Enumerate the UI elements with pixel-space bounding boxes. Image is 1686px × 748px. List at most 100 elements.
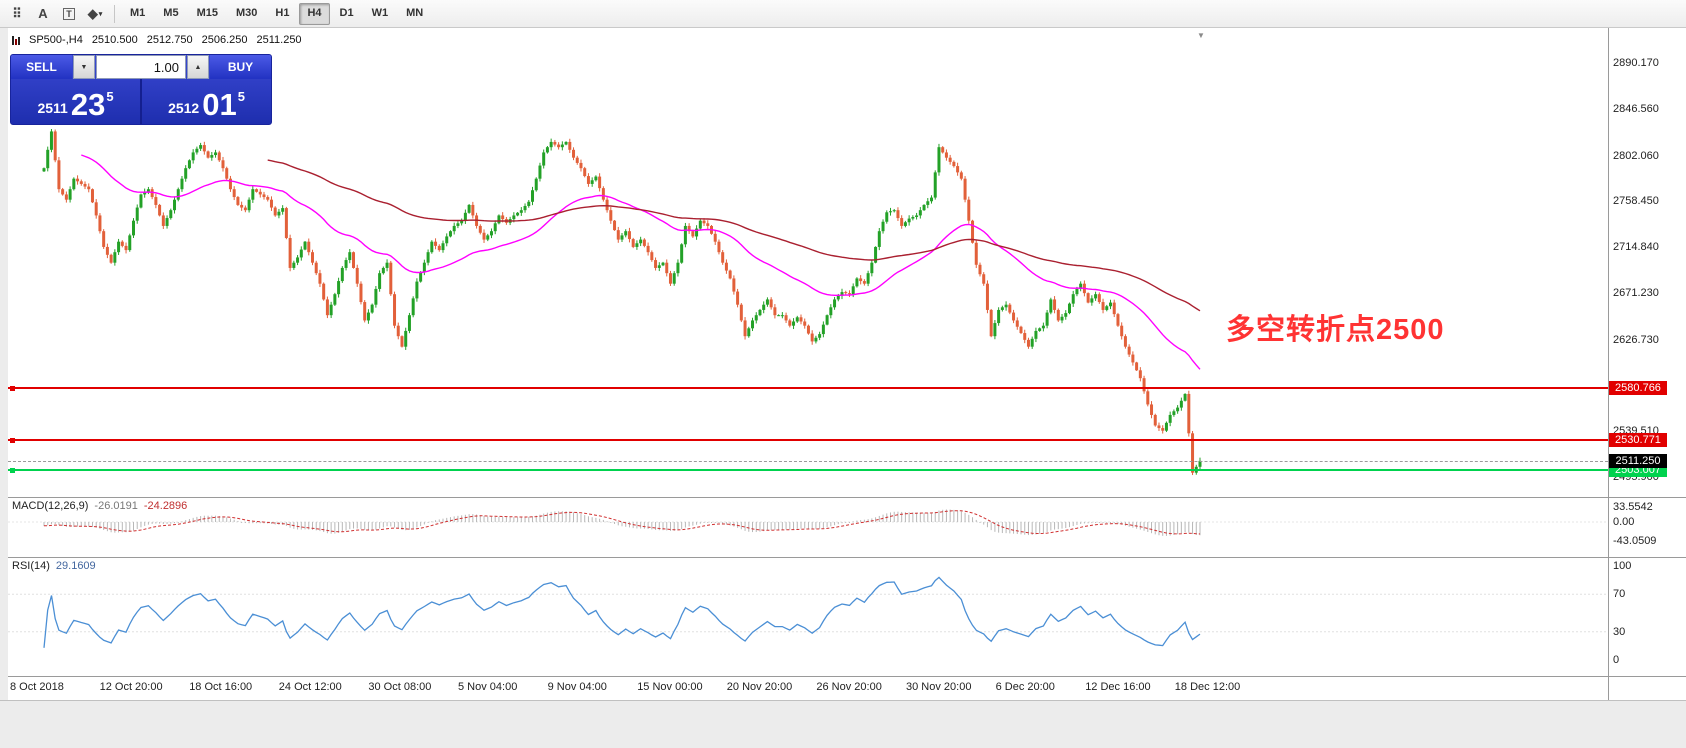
timeframe-group: M1 M5 M15 M30 H1 H4 D1 W1 MN xyxy=(121,2,432,25)
pane-separator-rsi[interactable] xyxy=(8,557,1686,558)
rsi-name: RSI(14) xyxy=(12,560,50,572)
buy-button[interactable]: BUY xyxy=(210,55,271,79)
price-badge-2580.766: 2580.766 xyxy=(1609,380,1667,395)
ohlc-low: 2506.250 xyxy=(201,34,248,46)
timeframe-button-m30[interactable]: M30 xyxy=(235,6,258,19)
timeframe-button-h4[interactable]: H4 xyxy=(299,2,330,25)
timeframe-button-m15[interactable]: M15 xyxy=(196,6,218,19)
y-axis-tick: 2758.450 xyxy=(1613,195,1659,208)
rsi-scale-tick: 30 xyxy=(1613,625,1626,638)
trade-panel-prices: 2511 23 5 2512 01 5 xyxy=(11,79,271,124)
rsi-scale-tick: 100 xyxy=(1613,560,1632,572)
x-axis-tick[interactable]: 5 Nov 04:00 xyxy=(458,681,518,693)
x-axis-tick[interactable]: 15 Nov 00:00 xyxy=(637,681,703,693)
y-axis-tick: 2626.730 xyxy=(1613,333,1659,346)
level-handle-icon[interactable] xyxy=(10,438,15,444)
rsi-scale-tick: 70 xyxy=(1613,588,1626,601)
timeframe-button-h1[interactable]: H1 xyxy=(275,6,290,19)
macd-signal-value: -24.2896 xyxy=(143,500,188,512)
volume-increase-button[interactable]: ▲ xyxy=(187,55,209,79)
price-badge-2530.771: 2530.771 xyxy=(1609,433,1667,448)
ask-big-digits: 01 xyxy=(202,87,237,123)
y-axis-tick: 2846.560 xyxy=(1613,102,1659,115)
ask-pip-digit: 5 xyxy=(237,89,245,104)
price-divider xyxy=(140,79,142,124)
timeframe-button-w1[interactable]: W1 xyxy=(371,6,389,19)
pane-separator-macd[interactable] xyxy=(8,497,1686,498)
rsi-label: RSI(14) 29.1609 xyxy=(12,560,96,572)
bid-prefix: 2511 xyxy=(37,100,68,116)
price-level-line-2503.007[interactable] xyxy=(8,468,1608,471)
pattern-tool-glyph: ⠿ xyxy=(12,5,22,21)
x-axis-tick[interactable]: 18 Dec 12:00 xyxy=(1174,681,1241,693)
chart-canvas[interactable] xyxy=(8,28,1686,700)
ohlc-high: 2512.750 xyxy=(146,34,193,46)
price-level-line-2530.771[interactable] xyxy=(8,439,1608,442)
ask-price[interactable]: 2512 01 5 xyxy=(142,79,271,124)
ohlc-close: 2511.250 xyxy=(256,34,302,46)
x-axis-tick[interactable]: 12 Oct 20:00 xyxy=(99,681,163,693)
pattern-tool-icon[interactable]: ⠿ xyxy=(4,2,30,26)
price-level-line-2580.766[interactable] xyxy=(8,386,1608,389)
timeframe-button-m5[interactable]: M5 xyxy=(163,6,179,19)
chart-annotation-text: 多空转折点2500 xyxy=(1226,314,1445,346)
macd-name: MACD(12,26,9) xyxy=(12,500,89,512)
x-axis-tick[interactable]: 18 Oct 16:00 xyxy=(189,681,253,693)
chart-type-icon xyxy=(12,35,20,45)
toolbar: ⠿ A T ◆ ▾ M1 M5 M15 M30 H1 H4 D1 W1 MN xyxy=(0,0,1686,28)
text-box-tool-glyph: T xyxy=(63,7,75,20)
x-axis-tick[interactable]: 12 Dec 16:00 xyxy=(1085,681,1151,693)
macd-label: MACD(12,26,9) -26.0191 -24.2896 xyxy=(12,500,187,512)
macd-scale-tick: -43.0509 xyxy=(1613,535,1657,548)
x-axis-tick[interactable]: 9 Nov 04:00 xyxy=(547,681,607,693)
toolbar-separator xyxy=(114,4,115,23)
symbol-timeframe: SP500-,H4 xyxy=(29,34,83,46)
window-bottom-area xyxy=(0,700,1686,748)
x-axis-tick[interactable]: 20 Nov 20:00 xyxy=(726,681,793,693)
macd-scale-tick: 0.00 xyxy=(1613,516,1635,528)
rsi-scale-tick: 0 xyxy=(1613,654,1620,666)
bid-price[interactable]: 2511 23 5 xyxy=(11,79,140,124)
window-left-margin xyxy=(0,28,8,700)
pane-separator-axis xyxy=(8,676,1686,677)
x-axis-tick[interactable]: 30 Oct 08:00 xyxy=(368,681,432,693)
volume-input[interactable] xyxy=(96,55,186,79)
sell-button[interactable]: SELL xyxy=(11,55,72,79)
x-axis-tick[interactable]: 24 Oct 12:00 xyxy=(278,681,342,693)
text-label-tool-glyph: A xyxy=(38,6,48,21)
x-axis-tick[interactable]: 6 Dec 20:00 xyxy=(995,681,1055,693)
level-handle-icon[interactable] xyxy=(10,385,15,391)
timeframe-button-mn[interactable]: MN xyxy=(406,6,424,19)
ask-prefix: 2512 xyxy=(168,100,200,116)
text-label-tool-icon[interactable]: A xyxy=(30,2,56,26)
trade-panel-controls: SELL ▼ ▲ BUY xyxy=(11,55,271,79)
macd-main-value: -26.0191 xyxy=(94,500,138,512)
volume-decrease-button[interactable]: ▼ xyxy=(73,55,95,79)
timeframe-button-d1[interactable]: D1 xyxy=(339,6,354,19)
chart-shift-marker-icon[interactable]: ▼ xyxy=(1197,31,1205,40)
level-handle-icon[interactable] xyxy=(10,467,15,473)
drawing-tools-group: ⠿ A T ◆ ▾ xyxy=(4,2,108,26)
timeframe-button-m1[interactable]: M1 xyxy=(130,6,146,19)
y-axis-tick: 2671.230 xyxy=(1613,286,1659,299)
y-axis-tick: 2714.840 xyxy=(1613,241,1659,254)
chart-header: SP500-,H4 2510.500 2512.750 2506.250 251… xyxy=(12,34,302,46)
ohlc-open: 2510.500 xyxy=(91,34,138,46)
y-axis-tick: 2890.170 xyxy=(1613,57,1659,69)
x-axis-tick[interactable]: 30 Nov 20:00 xyxy=(906,681,972,693)
current-price-line xyxy=(8,460,1608,462)
current-price-badge: 2511.250 xyxy=(1609,453,1667,468)
x-axis-tick[interactable]: 26 Nov 20:00 xyxy=(816,681,882,693)
objects-tool-glyph: ◆ xyxy=(87,5,98,21)
x-axis-tick[interactable]: 8 Oct 2018 xyxy=(10,681,64,693)
text-box-tool-icon[interactable]: T xyxy=(56,2,82,26)
y-axis-tick: 2802.060 xyxy=(1613,149,1659,162)
price-axis-border xyxy=(1608,28,1609,700)
objects-tool-icon[interactable]: ◆ ▾ xyxy=(82,2,108,26)
one-click-trade-panel: SELL ▼ ▲ BUY 2511 23 5 2512 01 5 xyxy=(10,54,272,125)
bid-big-digits: 23 xyxy=(70,87,106,123)
macd-scale-tick: 33.5542 xyxy=(1613,500,1653,513)
dropdown-caret-icon: ▾ xyxy=(98,10,103,18)
bid-pip-digit: 5 xyxy=(106,89,114,104)
